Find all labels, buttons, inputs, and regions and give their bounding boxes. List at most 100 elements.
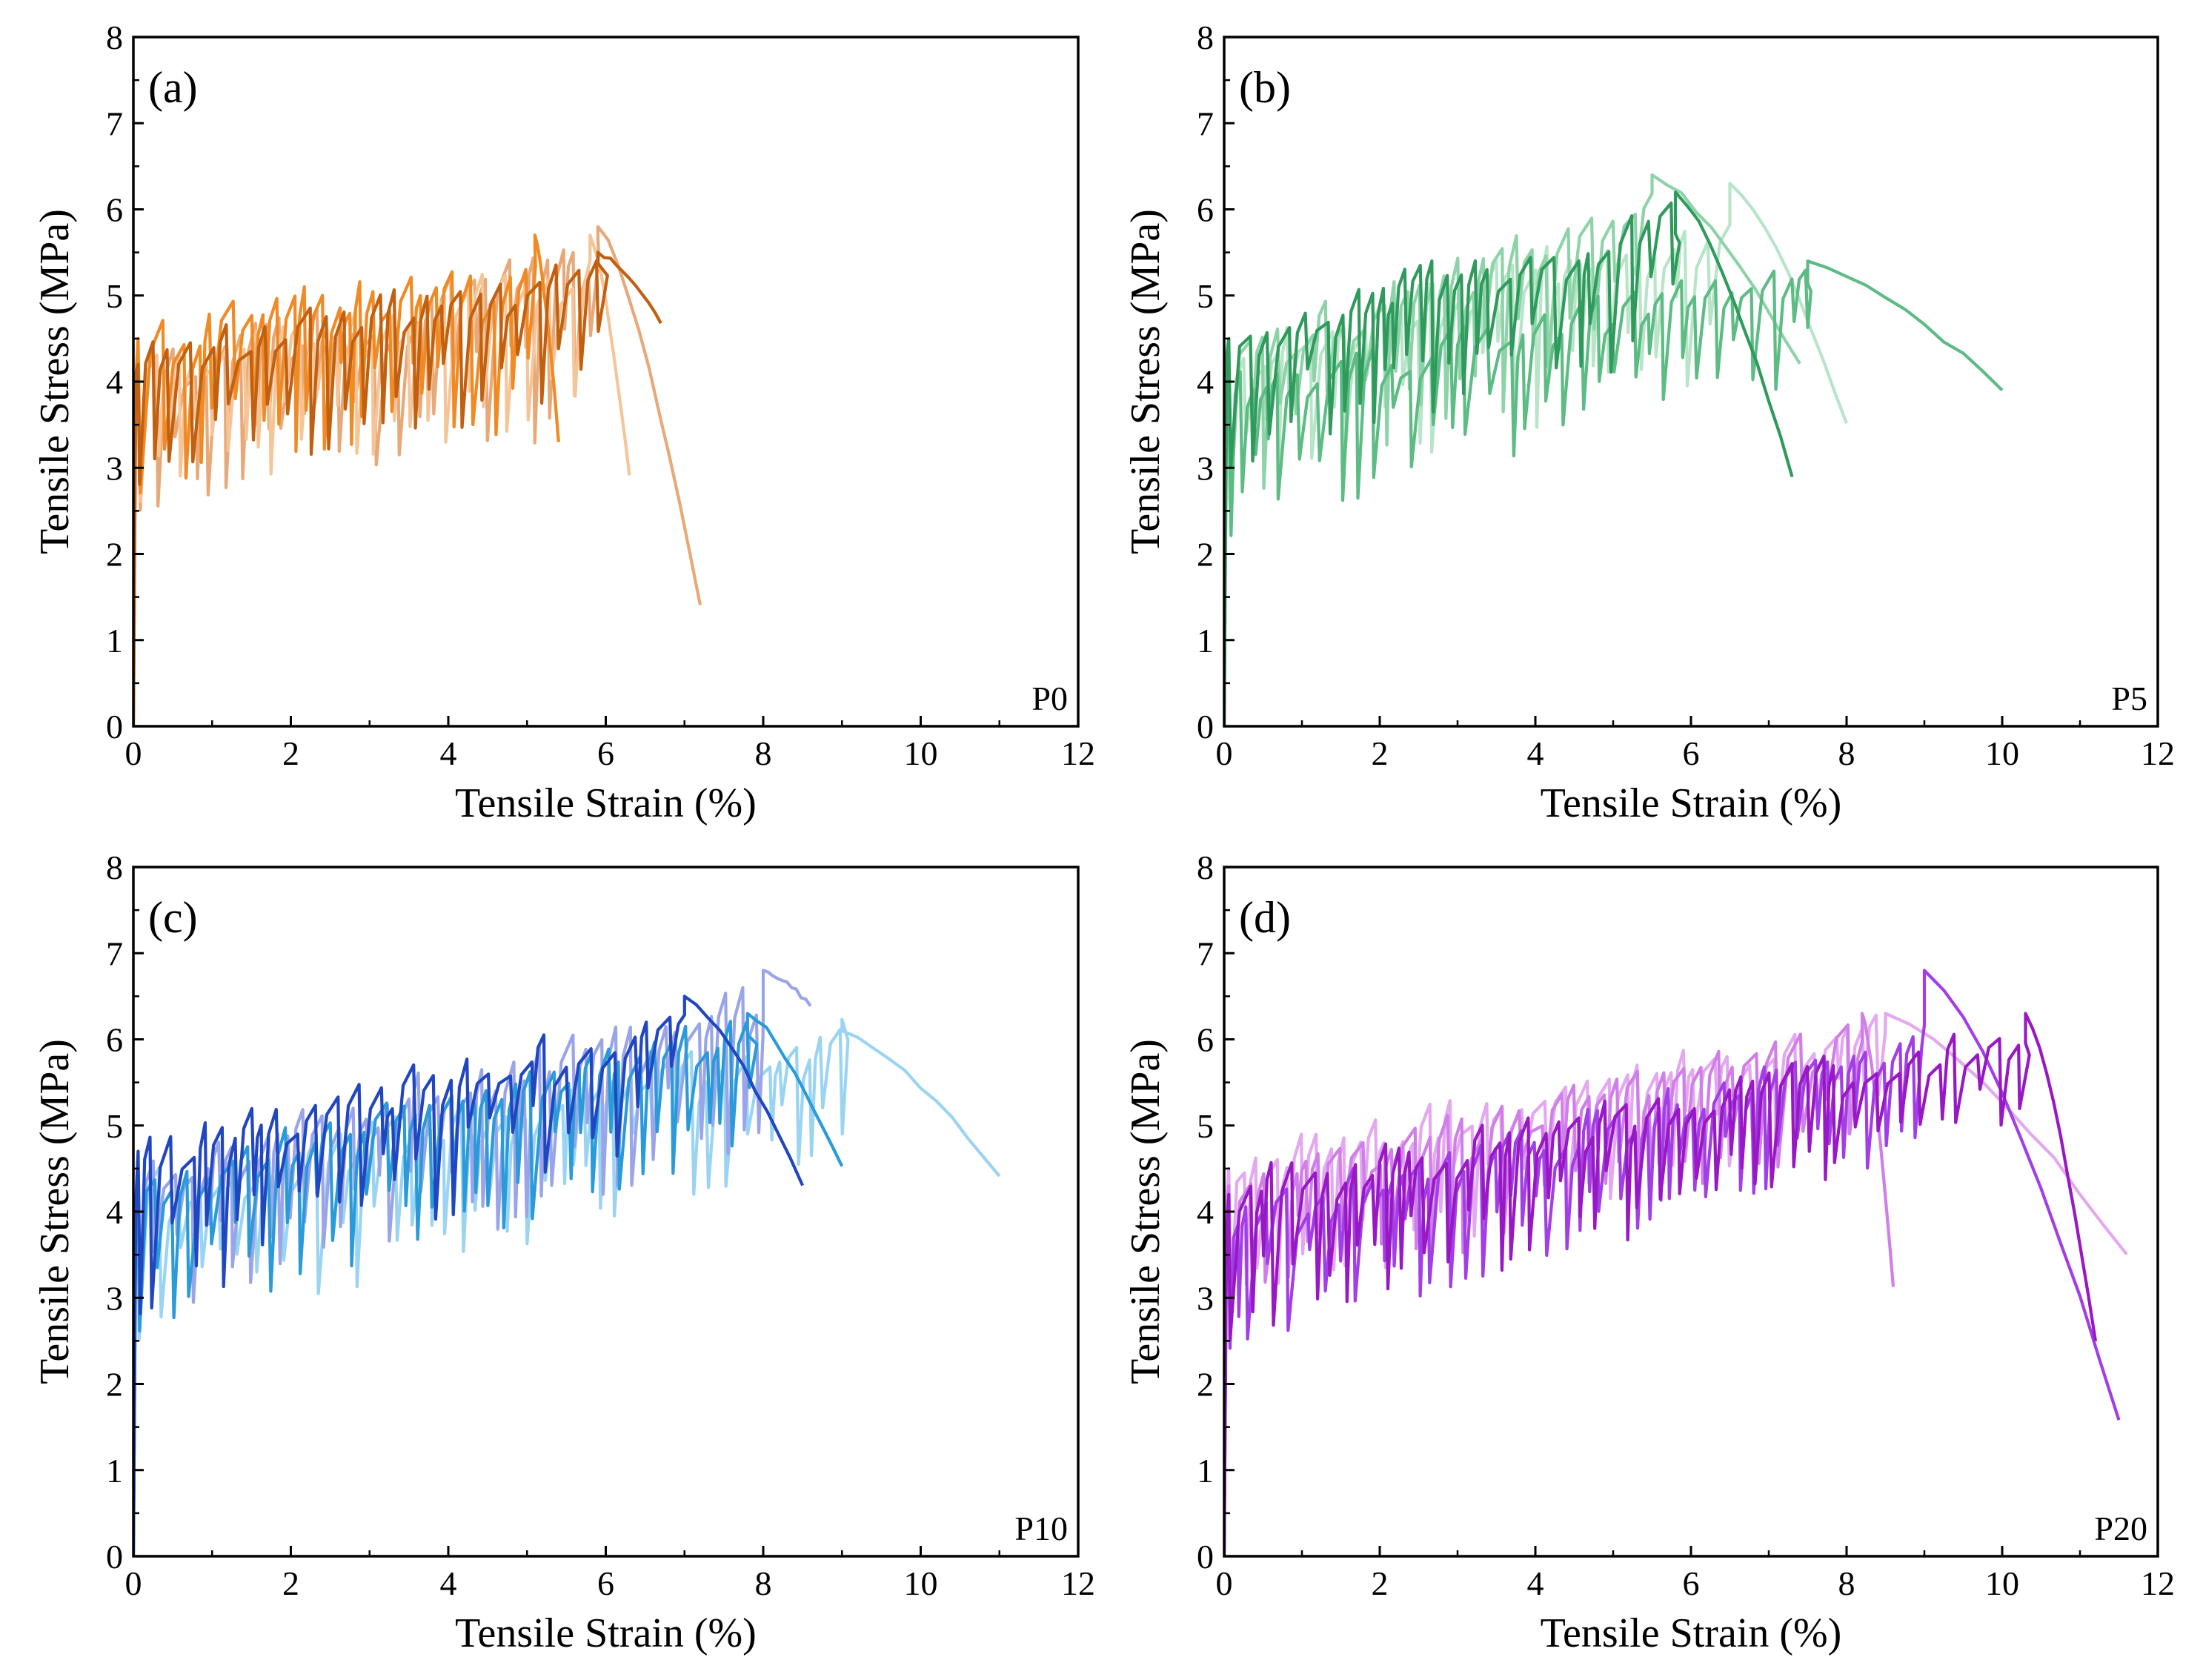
x-tick-label: 0 bbox=[125, 734, 142, 772]
y-tick-label: 0 bbox=[106, 1538, 123, 1576]
x-tick-label: 0 bbox=[1216, 734, 1233, 772]
x-tick-label: 0 bbox=[1216, 1564, 1233, 1602]
series-line-p5-4 bbox=[1224, 190, 1794, 726]
x-tick-label: 12 bbox=[2141, 1564, 2175, 1602]
plot-area bbox=[133, 225, 702, 726]
sample-label: P10 bbox=[1014, 1510, 1068, 1547]
x-tick-label: 8 bbox=[1838, 734, 1855, 772]
y-tick-label: 6 bbox=[1197, 1021, 1214, 1059]
x-tick-label: 4 bbox=[1527, 734, 1544, 772]
x-tick-label: 8 bbox=[755, 1564, 772, 1602]
x-tick-label: 8 bbox=[755, 734, 772, 772]
y-tick-label: 4 bbox=[1197, 1193, 1214, 1231]
x-tick-label: 12 bbox=[1061, 1564, 1095, 1602]
series-line-p10-4 bbox=[133, 995, 805, 1556]
x-tick-label: 2 bbox=[282, 1564, 299, 1602]
panel-label: (a) bbox=[148, 63, 198, 112]
panel-label: (d) bbox=[1239, 893, 1291, 942]
panel-label: (c) bbox=[148, 893, 198, 942]
y-tick-label: 6 bbox=[106, 191, 123, 229]
x-tick-label: 12 bbox=[2141, 734, 2175, 772]
series-line-p20-4 bbox=[1224, 1012, 2098, 1556]
y-axis-label: Tensile Stress (MPa) bbox=[1123, 1039, 1169, 1384]
x-tick-label: 10 bbox=[904, 1564, 938, 1602]
x-axis-label: Tensile Strain (%) bbox=[455, 780, 757, 826]
panel-label: (b) bbox=[1239, 63, 1291, 112]
series-line-p10-3 bbox=[133, 1012, 844, 1556]
series-line-p20-1 bbox=[1224, 1012, 2128, 1556]
y-tick-label: 5 bbox=[106, 277, 123, 315]
x-tick-label: 10 bbox=[904, 734, 938, 772]
y-tick-label: 8 bbox=[106, 19, 123, 56]
x-tick-label: 2 bbox=[1372, 734, 1389, 772]
y-tick-label: 0 bbox=[106, 708, 123, 746]
x-tick-label: 4 bbox=[1527, 1564, 1544, 1602]
series-line-p0-1 bbox=[133, 225, 702, 726]
series-line-p0-3 bbox=[133, 233, 560, 726]
series-line-p0-4 bbox=[133, 250, 662, 726]
x-tick-label: 4 bbox=[440, 734, 457, 772]
sample-label: P20 bbox=[2094, 1510, 2147, 1547]
y-axis-label: Tensile Stress (MPa) bbox=[1123, 209, 1169, 554]
y-tick-label: 3 bbox=[1197, 449, 1214, 487]
y-tick-label: 7 bbox=[106, 934, 123, 972]
y-tick-label: 3 bbox=[106, 1279, 123, 1317]
y-tick-label: 7 bbox=[1197, 104, 1214, 142]
y-tick-label: 2 bbox=[106, 1366, 123, 1404]
sample-label: P5 bbox=[2111, 680, 2147, 717]
x-tick-label: 6 bbox=[1683, 1564, 1700, 1602]
y-axis-label: Tensile Stress (MPa) bbox=[32, 1039, 78, 1384]
y-tick-label: 5 bbox=[106, 1107, 123, 1145]
x-tick-label: 2 bbox=[282, 734, 299, 772]
y-tick-label: 1 bbox=[1197, 1452, 1214, 1490]
y-tick-label: 2 bbox=[1197, 1366, 1214, 1404]
x-axis-label: Tensile Strain (%) bbox=[1541, 780, 1842, 826]
y-tick-label: 7 bbox=[106, 104, 123, 142]
series-line-p5-3 bbox=[1224, 259, 2004, 726]
y-tick-label: 4 bbox=[106, 1193, 123, 1231]
x-axis-label: Tensile Strain (%) bbox=[1541, 1610, 1842, 1656]
y-tick-label: 5 bbox=[1197, 1107, 1214, 1145]
y-tick-label: 6 bbox=[106, 1021, 123, 1059]
plot-area bbox=[1224, 969, 2128, 1556]
y-tick-label: 2 bbox=[1197, 536, 1214, 574]
y-tick-label: 3 bbox=[1197, 1279, 1214, 1317]
y-tick-label: 5 bbox=[1197, 277, 1214, 315]
y-tick-label: 4 bbox=[1197, 363, 1214, 401]
x-tick-label: 6 bbox=[597, 734, 614, 772]
x-axis-label: Tensile Strain (%) bbox=[455, 1610, 757, 1656]
x-tick-label: 4 bbox=[440, 1564, 457, 1602]
y-tick-label: 0 bbox=[1197, 1538, 1214, 1576]
x-tick-label: 10 bbox=[1985, 1564, 2019, 1602]
x-tick-label: 6 bbox=[1683, 734, 1700, 772]
x-tick-label: 0 bbox=[125, 1564, 142, 1602]
y-tick-label: 7 bbox=[1197, 934, 1214, 972]
x-tick-label: 2 bbox=[1372, 1564, 1389, 1602]
x-tick-label: 6 bbox=[597, 1564, 614, 1602]
x-tick-label: 8 bbox=[1838, 1564, 1855, 1602]
y-tick-label: 3 bbox=[106, 449, 123, 487]
y-tick-label: 1 bbox=[106, 1452, 123, 1490]
y-tick-label: 8 bbox=[106, 849, 123, 886]
y-tick-label: 2 bbox=[106, 536, 123, 574]
y-tick-label: 1 bbox=[1197, 622, 1214, 660]
y-tick-label: 8 bbox=[1197, 19, 1214, 56]
y-tick-label: 0 bbox=[1197, 708, 1214, 746]
series-line-p20-3 bbox=[1224, 969, 2121, 1556]
series-line-p5-1 bbox=[1224, 182, 1848, 726]
x-tick-label: 10 bbox=[1985, 734, 2019, 772]
y-axis-label: Tensile Stress (MPa) bbox=[32, 209, 78, 554]
plot-area bbox=[133, 969, 1001, 1556]
x-tick-label: 12 bbox=[1061, 734, 1095, 772]
y-tick-label: 1 bbox=[106, 622, 123, 660]
y-tick-label: 6 bbox=[1197, 191, 1214, 229]
series-line-p20-2 bbox=[1224, 1012, 1895, 1556]
y-tick-label: 4 bbox=[106, 363, 123, 401]
sample-label: P0 bbox=[1031, 680, 1068, 717]
plot-area bbox=[1224, 173, 2004, 726]
